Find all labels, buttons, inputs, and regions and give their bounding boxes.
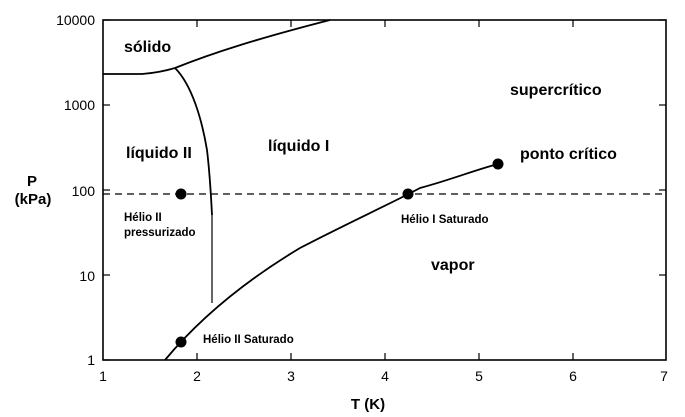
- point-helium-ii-saturated: [175, 336, 187, 348]
- y-axis-title-symbol: P: [27, 173, 37, 190]
- y-tick-label: 1: [87, 352, 95, 368]
- point-helium-i-saturated: [402, 188, 414, 200]
- melting-curve: [103, 19, 331, 75]
- region-solid: sólido: [124, 39, 171, 56]
- region-vapor: vapor: [431, 257, 475, 274]
- y-tick-label: 10: [79, 268, 95, 284]
- vapor-pressure-curve: [164, 163, 499, 361]
- y-tick-marks: [103, 19, 666, 361]
- plot-frame: [102, 19, 667, 361]
- label-critical-point: ponto crítico: [520, 146, 617, 163]
- point-helium-ii-pressurized: [175, 188, 187, 200]
- x-tick-label: 4: [381, 368, 389, 384]
- x-tick-label: 6: [569, 368, 577, 384]
- annot-helium-ii-pressurized-1: Hélio II: [124, 212, 162, 224]
- x-tick-label: 1: [99, 368, 107, 384]
- x-axis-title: T (K): [351, 396, 385, 413]
- lambda-line: [174, 67, 213, 216]
- y-tick-label: 1000: [64, 97, 95, 113]
- y-axis-title-unit: (kPa): [15, 191, 52, 208]
- annot-helium-i-saturated: Hélio I Saturado: [401, 214, 489, 226]
- y-tick-label: 10000: [56, 12, 95, 28]
- x-tick-label: 2: [193, 368, 201, 384]
- annot-helium-ii-saturated: Hélio II Saturado: [203, 334, 294, 346]
- x-tick-label: 7: [660, 368, 668, 384]
- region-liquid-ii: líquido II: [126, 145, 192, 162]
- point-critical-point: [492, 158, 504, 170]
- x-tick-marks: [196, 20, 574, 360]
- x-tick-label: 5: [475, 368, 483, 384]
- region-supercritical: supercrítico: [510, 82, 602, 99]
- x-tick-label: 3: [287, 368, 295, 384]
- annot-helium-ii-pressurized-2: pressurizado: [124, 227, 196, 239]
- y-tick-label: 100: [72, 183, 96, 199]
- region-liquid-i: líquido I: [268, 138, 329, 155]
